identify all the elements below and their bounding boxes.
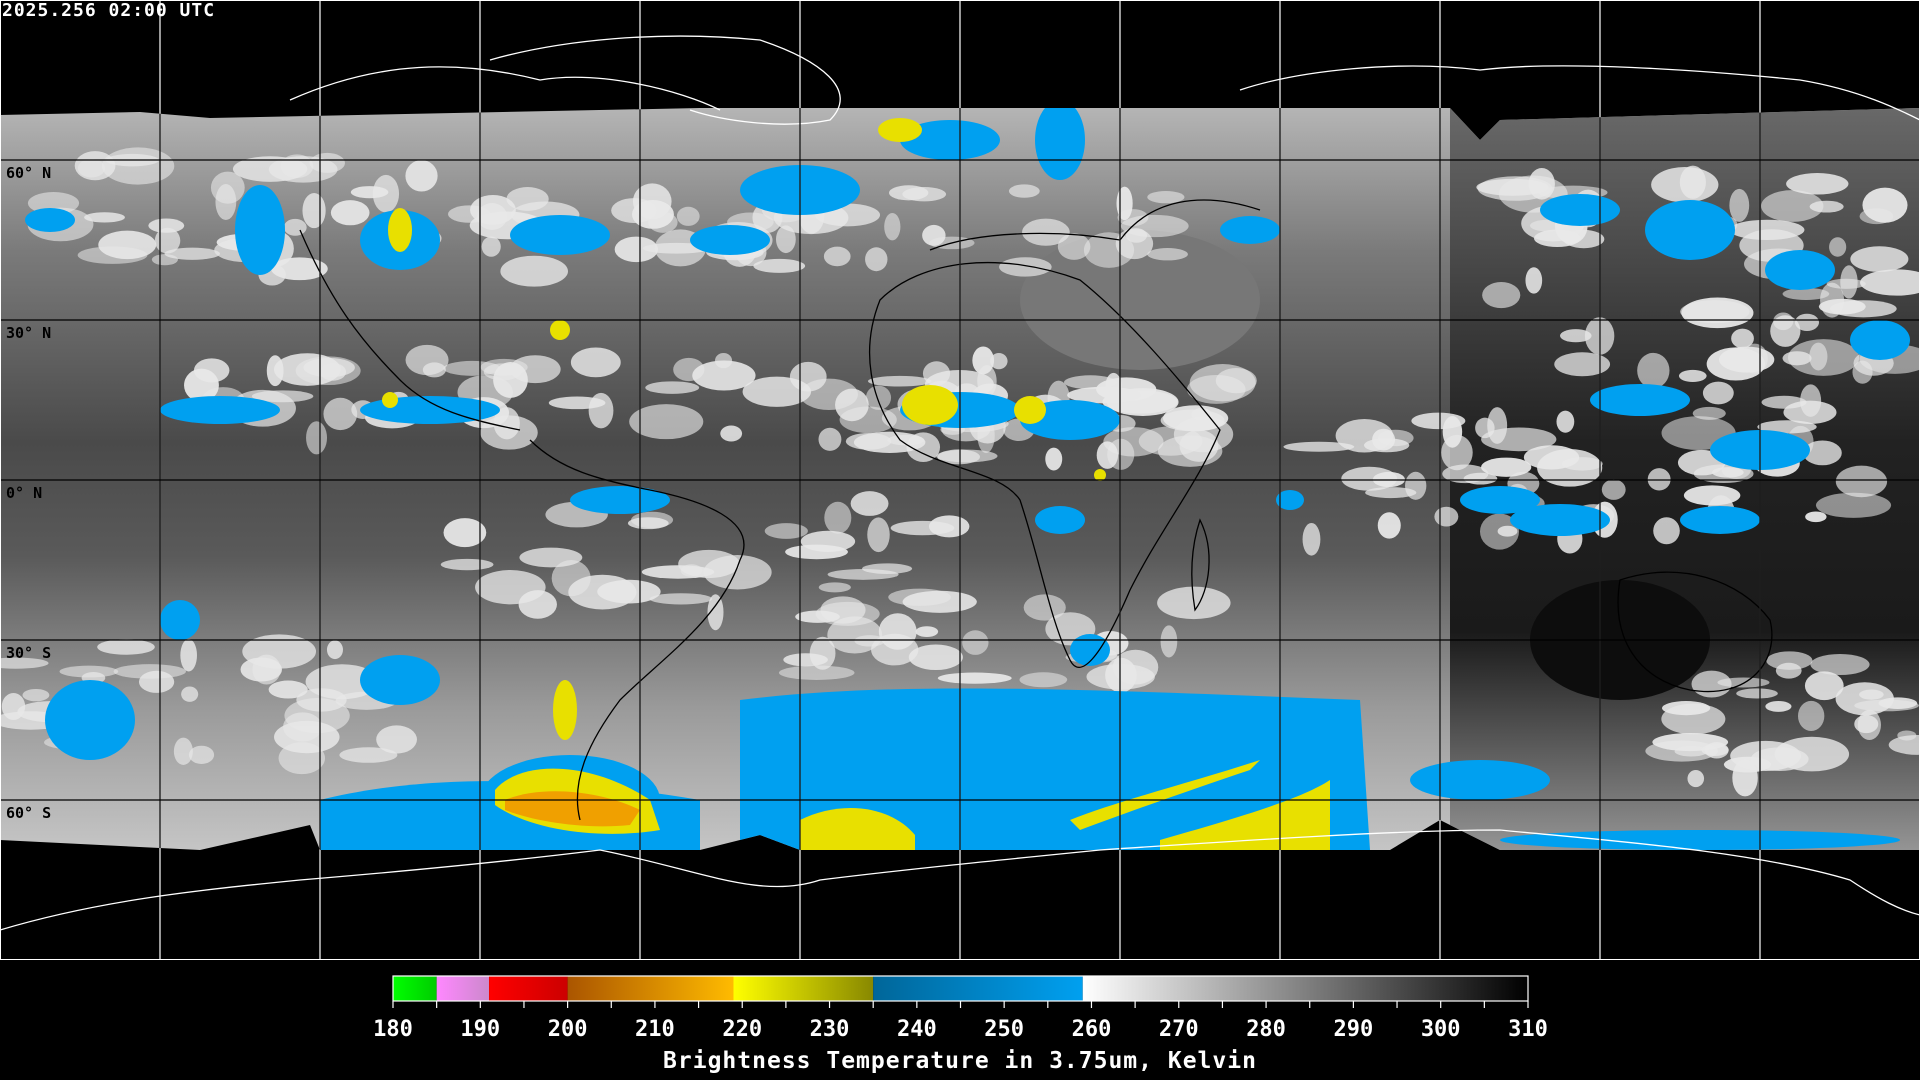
colorbar-tick-label: 210 [635,1017,675,1042]
colorbar-segment [436,976,490,1001]
colorbar-title: Brightness Temperature in 3.75um, Kelvin [663,1048,1257,1074]
coastline [1617,571,1773,693]
lat-label-30n: 30° N [6,324,52,342]
colorbar-segment [489,976,568,1001]
coastline [299,229,521,431]
coastline [1239,65,1920,121]
lat-label-0n: 0° N [6,484,43,502]
colorbar-segment [393,976,437,1001]
satellite-map [0,0,1920,960]
colorbar-tick-label: 260 [1072,1017,1112,1042]
lat-label-60s: 60° S [6,804,52,822]
colorbar-segment [873,976,1083,1001]
colorbar-tick-label: 230 [810,1017,850,1042]
colorbar-segment [733,976,874,1001]
colorbar-tick-label: 300 [1421,1017,1461,1042]
lat-label-30s: 30° S [6,644,52,662]
lat-label-60n: 60° N [6,164,52,182]
colorbar-tick-label: 200 [548,1017,588,1042]
colorbar-tick-label: 310 [1508,1017,1548,1042]
colorbar-tick-label: 270 [1159,1017,1199,1042]
colorbar-segment [567,976,734,1001]
coastline [869,261,1221,668]
colorbar-tick-label: 180 [373,1017,413,1042]
coastline [489,35,841,125]
coastline [529,439,745,821]
colorbar-segment [1082,976,1528,1001]
coastline [1191,518,1210,612]
timestamp-label: 2025.256 02:00 UTC [2,0,216,21]
coastline [289,66,721,111]
colorbar-tick-label: 280 [1246,1017,1286,1042]
colorbar-tick-label: 220 [722,1017,762,1042]
colorbar-tick-label: 250 [984,1017,1024,1042]
colorbar: 180 190 200 210 220 230 240 250 260 270 280 290 300 3… [373,975,1548,1042]
colorbar-tick-label: 240 [897,1017,937,1042]
colorbar-tick-label: 190 [460,1017,500,1042]
colorbar-tick-label: 290 [1334,1017,1374,1042]
